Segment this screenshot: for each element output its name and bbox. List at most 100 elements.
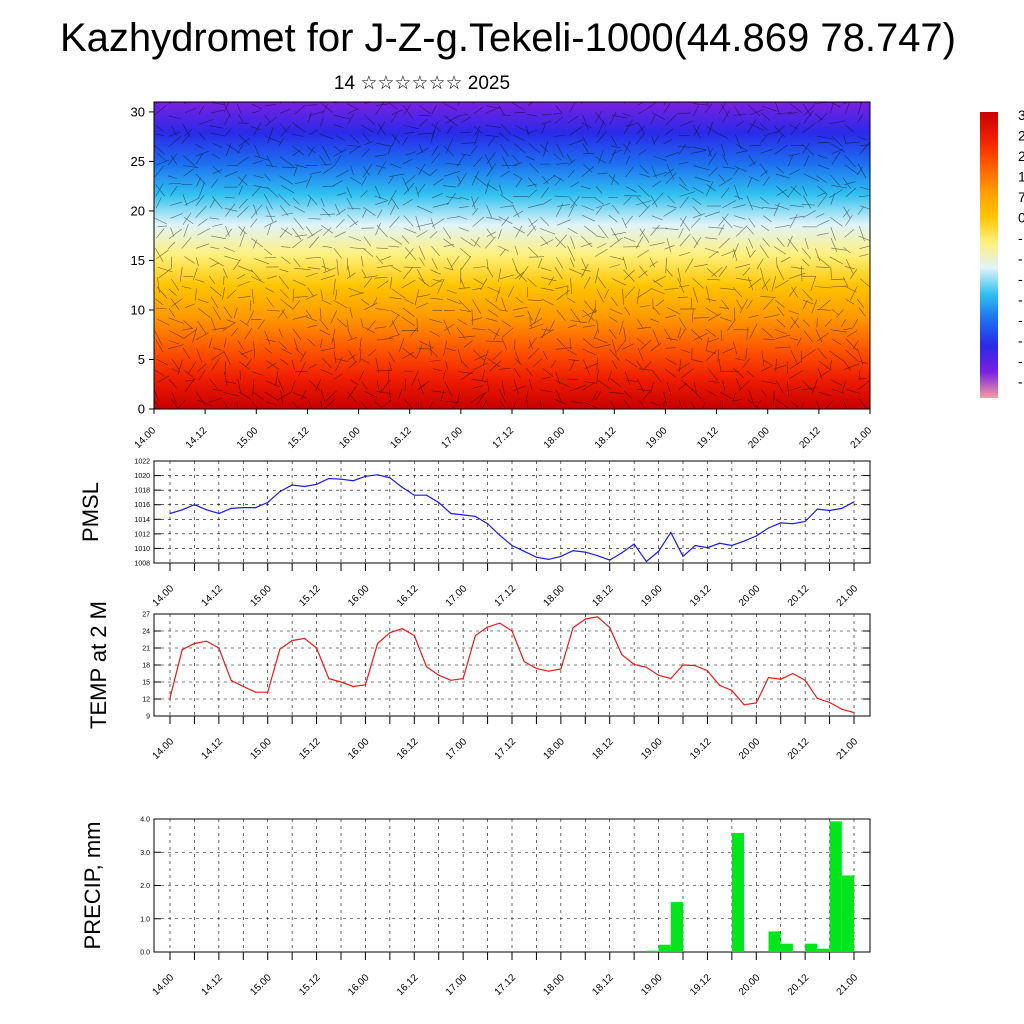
data-point — [438, 674, 440, 676]
wind-barb — [749, 123, 765, 131]
wind-barb — [155, 133, 165, 137]
wind-barb — [540, 216, 550, 226]
y-tick-label: 21 — [142, 646, 150, 653]
wind-barb — [732, 243, 739, 259]
wind-barb — [322, 245, 333, 248]
wind-barb — [570, 236, 576, 249]
wind-barb — [446, 348, 456, 352]
wind-barb — [320, 389, 325, 402]
wind-barb — [541, 277, 557, 282]
wind-barb — [253, 204, 258, 215]
wind-barb — [405, 247, 417, 261]
wind-barb — [843, 277, 849, 288]
wind-barb — [403, 182, 415, 195]
wind-barb — [857, 136, 868, 141]
wind-barb — [348, 287, 364, 294]
wind-barb — [553, 112, 563, 115]
wind-barb — [181, 286, 192, 289]
wind-barb — [195, 332, 209, 341]
wind-barb — [639, 165, 649, 174]
y-tick-label: 2.0 — [140, 883, 150, 890]
wind-barb — [679, 328, 686, 340]
wind-barb — [492, 351, 503, 360]
x-tick-label: 16.00 — [346, 583, 372, 609]
wind-barb — [321, 357, 332, 369]
y-axis-label: PMSL — [78, 482, 103, 542]
wind-barb — [363, 275, 378, 279]
wind-barb — [843, 246, 851, 254]
wind-barb — [638, 368, 654, 371]
y-tick-label: 3.0 — [140, 850, 150, 857]
wind-barb — [760, 163, 768, 175]
wind-barb — [677, 296, 688, 298]
wind-barb — [240, 320, 249, 327]
wind-barb — [309, 171, 322, 175]
wind-barb — [489, 360, 502, 372]
wind-barb — [735, 378, 741, 390]
wind-barb — [264, 220, 277, 228]
wind-barb — [706, 350, 717, 355]
wind-barb — [368, 348, 377, 357]
wind-barb — [553, 153, 562, 161]
wind-barb — [720, 143, 726, 157]
wind-barb — [609, 308, 623, 315]
wind-barb — [596, 358, 598, 370]
wind-barb — [233, 259, 241, 271]
wind-barb — [749, 249, 756, 258]
wind-barb — [568, 125, 584, 136]
wind-barb — [732, 341, 738, 355]
wind-barb — [388, 175, 395, 185]
wind-barb — [419, 105, 431, 115]
wind-barb — [598, 149, 604, 164]
wind-barb — [501, 216, 509, 226]
wind-barb — [472, 216, 485, 227]
wind-barb — [250, 276, 265, 284]
wind-barb — [810, 276, 816, 292]
wind-barb — [844, 164, 859, 175]
wind-barb — [525, 125, 530, 136]
wind-barb — [360, 124, 374, 133]
wind-barb — [581, 348, 596, 356]
wind-barb — [857, 206, 865, 215]
wind-barb — [293, 258, 301, 267]
wind-barb — [623, 141, 631, 155]
wind-barb — [156, 228, 165, 239]
wind-barb — [749, 160, 757, 167]
wind-barb — [663, 102, 666, 106]
data-point — [377, 474, 379, 476]
wind-barb — [640, 339, 652, 350]
wind-barb — [281, 212, 293, 216]
wind-barb — [266, 309, 281, 312]
wind-barb — [167, 153, 178, 165]
wind-barb — [569, 102, 576, 113]
wind-barb — [858, 361, 868, 364]
data-point — [584, 618, 586, 620]
wind-barb — [334, 358, 349, 362]
wind-barb — [815, 248, 821, 262]
wind-barb — [223, 113, 231, 126]
wind-barb — [364, 327, 375, 334]
wind-barb — [859, 254, 869, 257]
wind-barb — [376, 370, 391, 372]
wind-barb — [623, 399, 632, 409]
wind-barb — [405, 151, 416, 156]
x-tick-label: 14.12 — [200, 736, 226, 762]
wind-barb — [375, 357, 380, 373]
wind-barb — [280, 123, 287, 132]
wind-barb — [196, 399, 213, 407]
x-tick-label: 20.00 — [746, 425, 772, 451]
wind-barb — [222, 287, 225, 300]
wind-barb — [431, 152, 441, 164]
wind-barb — [636, 125, 646, 135]
wind-barb — [157, 225, 168, 228]
wind-barb — [182, 165, 199, 168]
wind-barb — [804, 104, 816, 116]
wind-barb — [663, 139, 673, 144]
wind-barb — [789, 361, 802, 370]
wind-barb — [831, 247, 847, 251]
wind-barb — [625, 358, 638, 368]
wind-barb — [487, 328, 500, 337]
wind-barb — [183, 168, 194, 177]
wind-barb — [350, 176, 362, 185]
wind-barb — [429, 318, 443, 323]
